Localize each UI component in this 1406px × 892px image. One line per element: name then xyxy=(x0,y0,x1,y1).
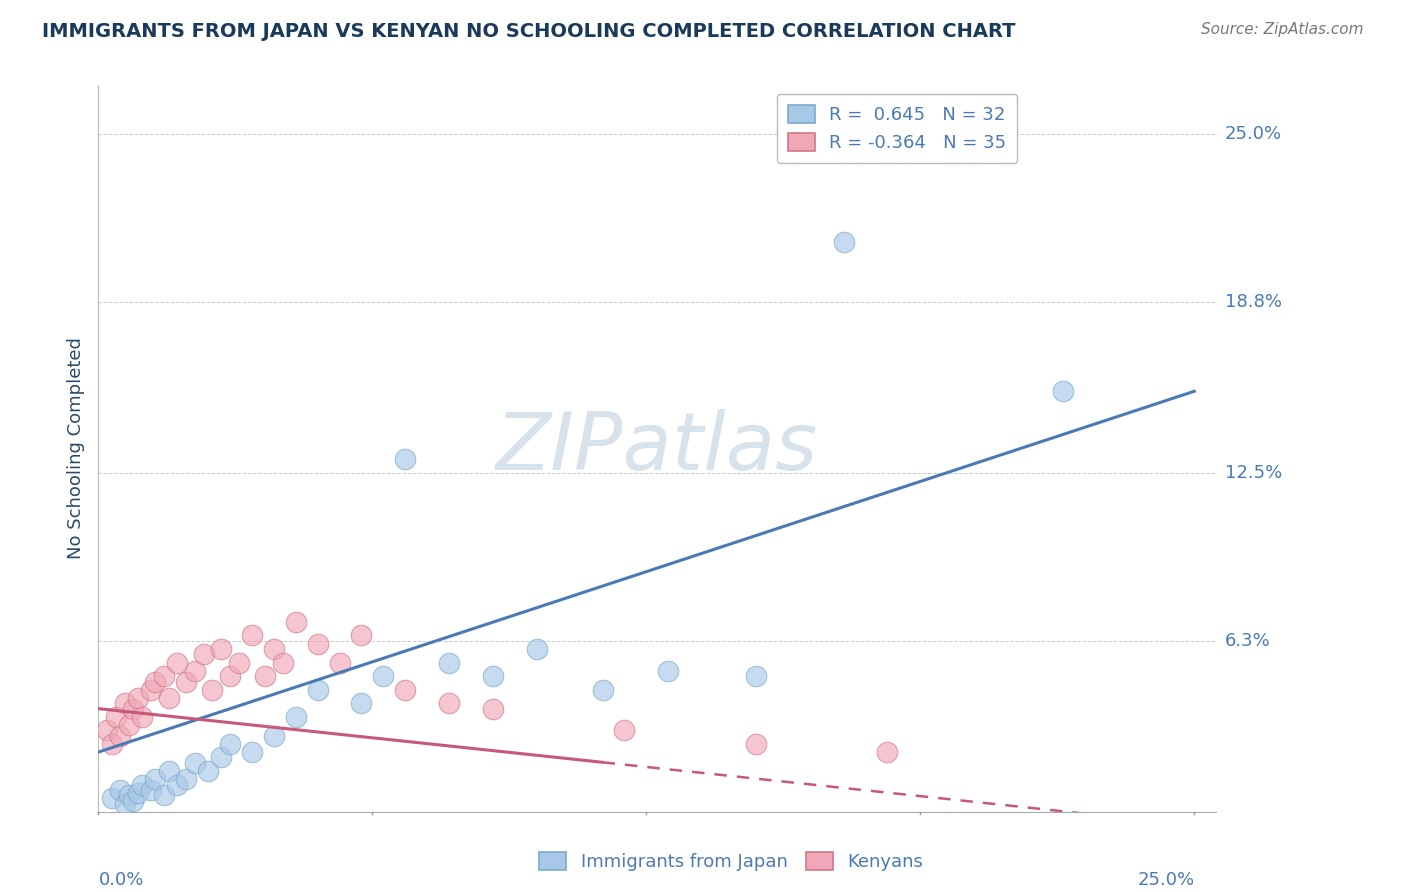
Point xyxy=(174,674,197,689)
Point xyxy=(114,696,136,710)
Point xyxy=(228,656,250,670)
Point xyxy=(373,669,395,683)
Point xyxy=(350,696,373,710)
Point xyxy=(263,642,285,657)
Point xyxy=(122,701,145,715)
Point xyxy=(184,664,207,678)
Y-axis label: No Schooling Completed: No Schooling Completed xyxy=(66,337,84,559)
Point xyxy=(271,656,294,670)
Point xyxy=(145,674,167,689)
Point xyxy=(197,764,219,778)
Point xyxy=(127,786,149,800)
Point xyxy=(482,701,505,715)
Point xyxy=(482,669,505,683)
Text: 12.5%: 12.5% xyxy=(1225,464,1282,482)
Legend: Immigrants from Japan, Kenyans: Immigrants from Japan, Kenyans xyxy=(531,845,931,879)
Point xyxy=(104,710,127,724)
Point xyxy=(174,772,197,787)
Point xyxy=(166,656,188,670)
Point xyxy=(253,669,276,683)
Point xyxy=(657,664,679,678)
Point xyxy=(100,737,122,751)
Legend: R =  0.645   N = 32, R = -0.364   N = 35: R = 0.645 N = 32, R = -0.364 N = 35 xyxy=(778,94,1017,163)
Point xyxy=(350,628,373,642)
Point xyxy=(307,636,329,650)
Point xyxy=(127,690,149,705)
Point xyxy=(745,669,768,683)
Text: IMMIGRANTS FROM JAPAN VS KENYAN NO SCHOOLING COMPLETED CORRELATION CHART: IMMIGRANTS FROM JAPAN VS KENYAN NO SCHOO… xyxy=(42,22,1015,41)
Text: ZIPatlas: ZIPatlas xyxy=(496,409,818,487)
Point xyxy=(209,750,232,764)
Point xyxy=(139,783,162,797)
Point xyxy=(1052,384,1074,399)
Point xyxy=(209,642,232,657)
Point xyxy=(100,791,122,805)
Point xyxy=(240,628,263,642)
Point xyxy=(201,682,224,697)
Point xyxy=(157,764,180,778)
Point xyxy=(394,452,416,467)
Point xyxy=(832,235,855,249)
Point xyxy=(166,778,188,792)
Point xyxy=(613,723,636,738)
Point xyxy=(284,615,307,629)
Point xyxy=(96,723,118,738)
Point xyxy=(193,648,215,662)
Point xyxy=(876,745,898,759)
Point xyxy=(114,797,136,811)
Point xyxy=(219,737,242,751)
Point xyxy=(307,682,329,697)
Text: 6.3%: 6.3% xyxy=(1225,632,1271,650)
Point xyxy=(145,772,167,787)
Text: 25.0%: 25.0% xyxy=(1225,125,1282,143)
Point xyxy=(153,669,176,683)
Point xyxy=(110,783,132,797)
Point xyxy=(139,682,162,697)
Point xyxy=(263,729,285,743)
Point xyxy=(131,778,153,792)
Point xyxy=(131,710,153,724)
Text: Source: ZipAtlas.com: Source: ZipAtlas.com xyxy=(1201,22,1364,37)
Point xyxy=(118,789,141,803)
Point xyxy=(394,682,416,697)
Point xyxy=(284,710,307,724)
Point xyxy=(118,718,141,732)
Point xyxy=(219,669,242,683)
Point xyxy=(157,690,180,705)
Point xyxy=(122,794,145,808)
Point xyxy=(592,682,614,697)
Text: 25.0%: 25.0% xyxy=(1137,871,1194,889)
Point xyxy=(184,756,207,770)
Point xyxy=(437,696,460,710)
Point xyxy=(240,745,263,759)
Point xyxy=(437,656,460,670)
Point xyxy=(526,642,548,657)
Text: 0.0%: 0.0% xyxy=(98,871,143,889)
Point xyxy=(745,737,768,751)
Point xyxy=(328,656,350,670)
Point xyxy=(153,789,176,803)
Text: 18.8%: 18.8% xyxy=(1225,293,1282,310)
Point xyxy=(110,729,132,743)
